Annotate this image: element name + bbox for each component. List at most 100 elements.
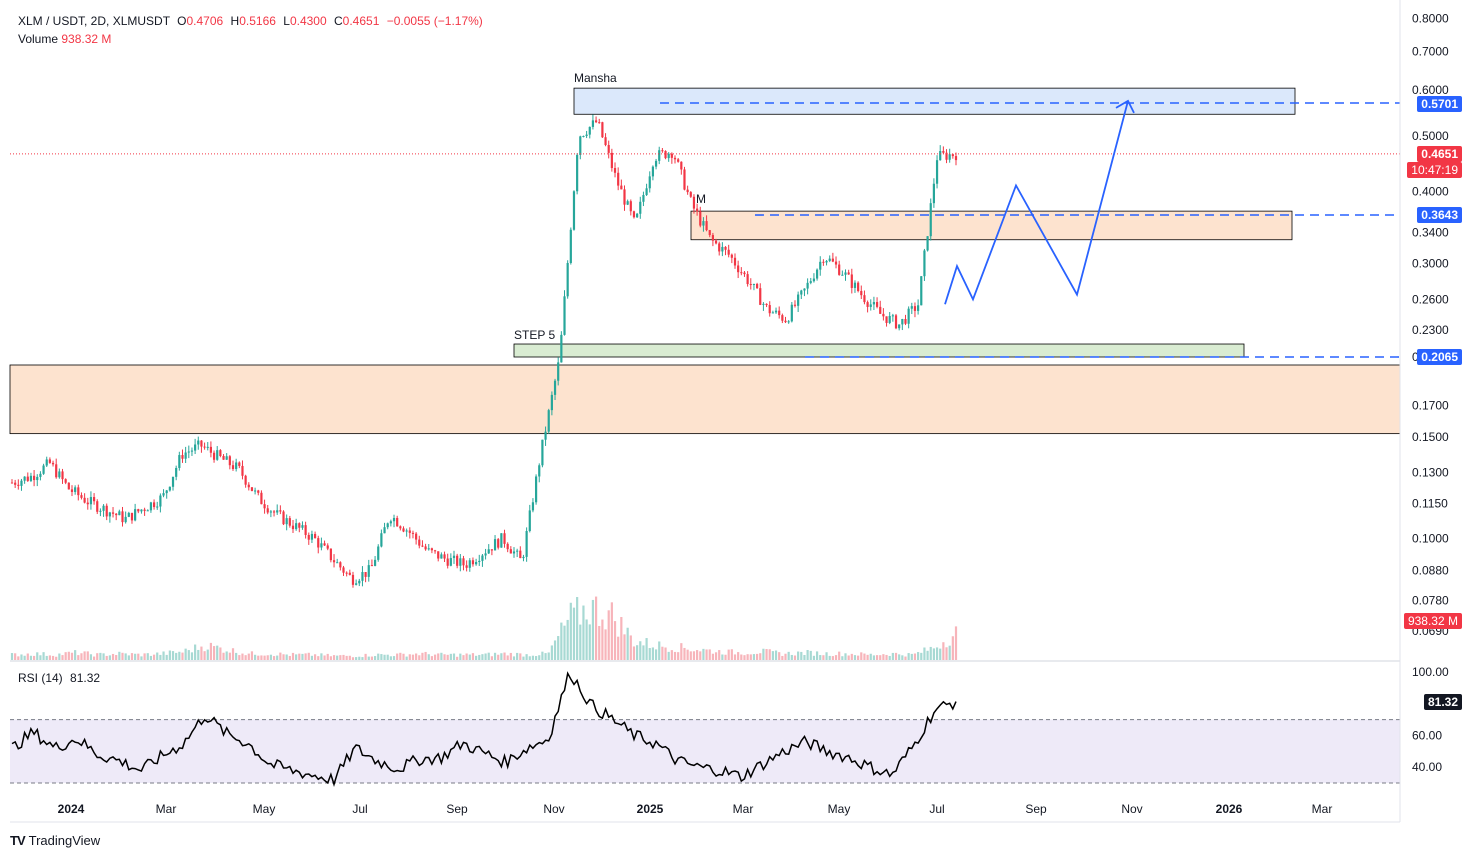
volume-bar	[124, 653, 127, 660]
symbol-title[interactable]: XLM / USDT, 2D, XLMUSDT	[18, 14, 170, 28]
volume-bar	[680, 643, 683, 660]
mid-level-price-tag: 0.3643	[1417, 207, 1462, 223]
volume-bar	[225, 651, 228, 660]
volume-bar	[547, 652, 550, 660]
volume-bar	[282, 654, 285, 660]
candle-body	[935, 160, 939, 184]
candle-body	[677, 159, 680, 162]
volume-bar	[77, 655, 80, 660]
volume-bar	[459, 653, 462, 660]
volume-bar	[588, 624, 591, 660]
volume-bar	[696, 650, 699, 660]
volume-bar	[534, 656, 538, 660]
volume-bar	[784, 653, 787, 660]
volume-bar	[48, 655, 51, 660]
candle-body	[26, 476, 29, 481]
volume-bar	[156, 652, 159, 660]
volume-bar	[178, 651, 181, 660]
rsi-label[interactable]: RSI (14)	[18, 671, 63, 685]
candle-body	[841, 274, 844, 276]
volume-bar	[566, 619, 569, 660]
time-axis-label: Mar	[733, 802, 754, 816]
candle-body	[200, 440, 203, 447]
candle-body	[33, 475, 36, 481]
candle-body	[828, 258, 831, 261]
volume-bar	[216, 645, 219, 660]
volume-bar	[541, 651, 544, 660]
time-axis-label: Mar	[1312, 802, 1333, 816]
volume-bar	[803, 654, 806, 660]
candle-body	[847, 272, 850, 275]
candle-body	[61, 471, 64, 480]
volume-bar	[42, 652, 45, 660]
candle-body	[620, 185, 623, 190]
volume-label[interactable]: Volume	[18, 32, 59, 46]
projection-path	[944, 100, 1129, 305]
candle-body	[781, 315, 784, 321]
volume-bar	[721, 654, 724, 660]
candle-body	[724, 246, 727, 250]
candle-body	[130, 512, 134, 521]
volume-bar	[187, 650, 190, 660]
candle-body	[108, 512, 111, 517]
projection-layer	[944, 99, 1135, 305]
volume-bar	[926, 650, 929, 660]
price-axis-label: 0.7000	[1412, 45, 1449, 59]
candle-body	[10, 482, 14, 484]
volume-bar	[452, 653, 456, 660]
volume-bar	[553, 640, 557, 660]
volume-bar	[238, 655, 241, 660]
volume-bar	[781, 655, 784, 660]
candle-body	[411, 532, 415, 534]
candle-body	[639, 201, 642, 214]
volume-bar	[386, 654, 389, 660]
open-label: O	[177, 14, 187, 28]
volume-bar	[377, 653, 380, 660]
candle-body	[29, 475, 33, 481]
support-price-tag: 0.2065	[1417, 349, 1462, 365]
volume-bar	[130, 653, 134, 660]
volume-bar	[683, 647, 686, 660]
candle-body	[39, 473, 42, 477]
candle-body	[355, 583, 358, 585]
candle-body	[323, 543, 326, 546]
volume-bar	[310, 655, 314, 660]
candle-body	[689, 192, 692, 197]
volume-bar	[774, 650, 778, 660]
rsi-line	[11, 671, 957, 787]
volume-bar	[108, 655, 111, 660]
candle-body	[888, 315, 891, 323]
candle-body	[111, 512, 115, 514]
candle-body	[699, 211, 702, 226]
candle-body	[932, 183, 935, 204]
volume-bar	[64, 652, 67, 660]
volume-bar	[875, 655, 879, 660]
candle-body	[642, 194, 645, 202]
candle-body	[462, 558, 465, 566]
volume-bar	[200, 646, 203, 660]
candle-body	[80, 495, 83, 498]
candle-body	[399, 526, 402, 529]
volume-bar	[257, 655, 260, 660]
candle-body	[819, 261, 822, 270]
volume-bar	[664, 647, 667, 660]
volume-bar	[272, 656, 276, 660]
volume-bar	[917, 652, 920, 660]
open-value: 0.4706	[186, 14, 224, 28]
candle-body	[838, 264, 841, 275]
volume-bar	[364, 653, 367, 660]
candle-body	[538, 465, 541, 477]
volume-bar	[26, 653, 29, 660]
volume-bar	[323, 655, 326, 660]
volume-bar	[443, 654, 446, 660]
tradingview-logo[interactable]: TV TradingView	[10, 833, 100, 848]
candle-body	[140, 509, 143, 512]
candle-body	[459, 558, 462, 566]
volume-bar	[411, 654, 415, 660]
candle-body	[386, 523, 389, 528]
volume-bar	[594, 596, 598, 660]
candle-body	[661, 150, 664, 152]
volume-bar	[771, 651, 774, 660]
volume-bar	[935, 647, 939, 660]
